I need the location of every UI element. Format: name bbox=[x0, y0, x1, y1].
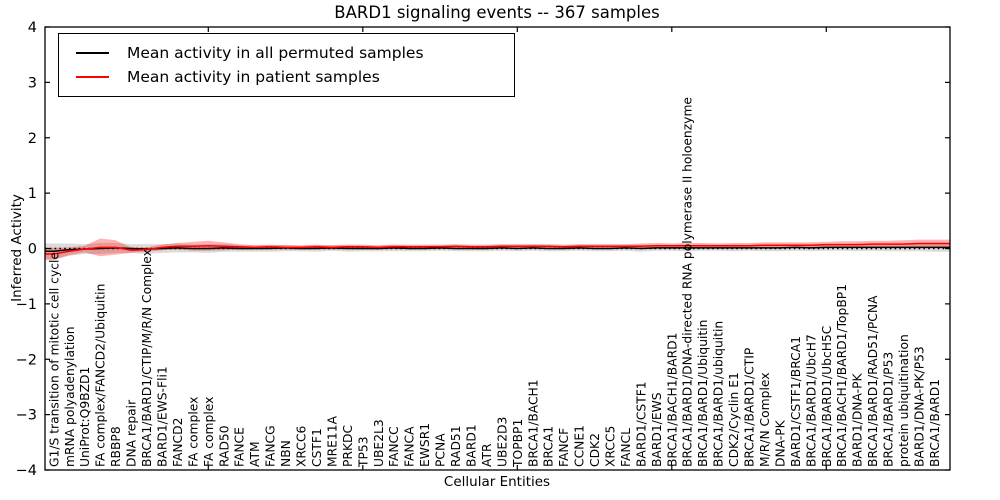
x-tick-label: BARD1/EWS-Fli1 bbox=[155, 366, 169, 467]
legend-line-sample-patient bbox=[76, 76, 109, 78]
legend-label-patient: Mean activity in patient samples bbox=[127, 68, 380, 86]
x-tick-label: FANCF bbox=[557, 428, 571, 467]
x-tick-label: DNA repair bbox=[125, 399, 139, 467]
x-tick-label: CCNE1 bbox=[573, 425, 587, 467]
x-tick-label: CDK2 bbox=[588, 433, 602, 467]
x-tick-label: RAD51 bbox=[449, 425, 463, 467]
x-tick-label: ATM bbox=[248, 441, 262, 467]
x-tick-label: EWSR1 bbox=[418, 423, 432, 467]
x-tick-label: XRCC5 bbox=[604, 426, 618, 467]
x-tick-label: BRCA1/BARD1/DNA-directed RNA polymerase … bbox=[681, 97, 695, 467]
x-axis-label: Cellular Entities bbox=[443, 474, 551, 490]
x-tick-label: protein ubiquitination bbox=[897, 334, 911, 467]
x-tick-label: G1/S transition of mitotic cell cycle bbox=[47, 252, 61, 467]
x-tick-label: FA complex/FANCD2/Ubiquitin bbox=[94, 284, 108, 467]
legend-label-permuted: Mean activity in all permuted samples bbox=[127, 44, 424, 62]
x-tick-label: BARD1/EWS bbox=[650, 392, 664, 467]
x-tick-label: FANCD2 bbox=[171, 418, 185, 467]
x-tick-label: FA complex bbox=[202, 397, 216, 467]
legend: Mean activity in all permuted samples Me… bbox=[58, 33, 515, 97]
x-tick-label: TP53 bbox=[356, 436, 370, 468]
legend-entry-patient: Mean activity in patient samples bbox=[76, 68, 506, 86]
y-axis-label: Inferred Activity bbox=[9, 194, 25, 302]
x-tick-label: BRCA1/BARD1/UbcH5C bbox=[820, 326, 834, 467]
x-tick-label: PCNA bbox=[434, 433, 448, 467]
x-tick-label: BARD1/CSTF1/BRCA1 bbox=[789, 336, 803, 467]
x-tick-label: BRCA1/BACH1 bbox=[526, 379, 540, 467]
x-tick-label: FA complex bbox=[186, 397, 200, 467]
x-tick-label: MRE11A bbox=[325, 415, 339, 467]
y-tick-label: −2 bbox=[16, 352, 37, 368]
x-tick-label: BRCA1/BARD1/ubiquitin bbox=[712, 321, 726, 467]
x-tick-label: BARD1/DNA-PK/P53 bbox=[913, 346, 927, 467]
x-tick-label: RAD50 bbox=[217, 425, 231, 467]
x-tick-label: BRCA1/BARD1/UbcH7 bbox=[804, 334, 818, 467]
y-tick-label: −1 bbox=[16, 297, 37, 313]
chart-title: BARD1 signaling events -- 367 samples bbox=[334, 3, 660, 22]
x-tick-label: BRCA1/BARD1/Ubiquitin bbox=[696, 320, 710, 467]
x-tick-label: BRCA1/BARD1 bbox=[928, 379, 942, 467]
x-tick-label: FANCL bbox=[619, 428, 633, 467]
x-tick-label: BRCA1/BARD1/RAD51/PCNA bbox=[866, 295, 880, 467]
x-tick-label: BRCA1/BARD1/P53 bbox=[882, 352, 896, 467]
x-tick-label: TOPBP1 bbox=[511, 419, 525, 468]
patient-mean-line bbox=[45, 242, 950, 255]
y-tick-label: 3 bbox=[28, 75, 37, 91]
x-tick-label: FANCA bbox=[403, 426, 417, 467]
y-tick-label: 0 bbox=[28, 242, 37, 258]
x-tick-label: FANCG bbox=[264, 425, 278, 467]
x-tick-label: RBBP8 bbox=[109, 426, 123, 467]
x-tick-label: BARD1 bbox=[464, 424, 478, 467]
x-tick-label: BRCA1/BACH1/BARD1/TopBP1 bbox=[835, 284, 849, 467]
y-tick-label: −3 bbox=[16, 408, 37, 424]
legend-line-sample-permuted bbox=[76, 52, 109, 54]
x-tick-label: UniProt:Q9BZD1 bbox=[78, 367, 92, 467]
x-tick-label: BARD1/CSTF1 bbox=[634, 381, 648, 467]
x-tick-label: FANCC bbox=[387, 426, 401, 467]
legend-entry-permuted: Mean activity in all permuted samples bbox=[76, 44, 506, 62]
x-tick-label: ATR bbox=[480, 443, 494, 467]
y-tick-label: −4 bbox=[16, 463, 37, 479]
x-tick-label: BRCA1/BACH1/BARD1 bbox=[665, 333, 679, 467]
x-tick-label: CDK2/Cyclin E1 bbox=[727, 372, 741, 467]
x-tick-label: UBE2L3 bbox=[372, 419, 386, 467]
x-tick-label: M/R/N Complex bbox=[758, 373, 772, 467]
permuted-mean-line bbox=[45, 246, 950, 253]
x-tick-label: FANCE bbox=[233, 427, 247, 467]
y-tick-label: 4 bbox=[28, 20, 37, 36]
x-tick-label: BRCA1/BARD1/CTIP bbox=[743, 348, 757, 467]
x-tick-label: BARD1/DNA-PK bbox=[851, 373, 865, 467]
x-tick-label: XRCC6 bbox=[295, 425, 309, 467]
x-tick-label: BRCA1/BARD1/CTIP/M/R/N Complex bbox=[140, 249, 154, 467]
x-tick-label: UBE2D3 bbox=[495, 417, 509, 467]
x-tick-label: CSTF1 bbox=[310, 428, 324, 467]
x-tick-label: NBN bbox=[279, 440, 293, 467]
x-tick-label: mRNA polyadenylation bbox=[63, 326, 77, 467]
x-tick-label: PRKDC bbox=[341, 425, 355, 467]
patient-band bbox=[45, 238, 950, 261]
x-tick-label: BRCA1 bbox=[542, 426, 556, 467]
y-tick-label: 2 bbox=[28, 131, 37, 147]
y-tick-label: 1 bbox=[28, 186, 37, 202]
x-tick-label: DNA-PK bbox=[773, 419, 787, 467]
